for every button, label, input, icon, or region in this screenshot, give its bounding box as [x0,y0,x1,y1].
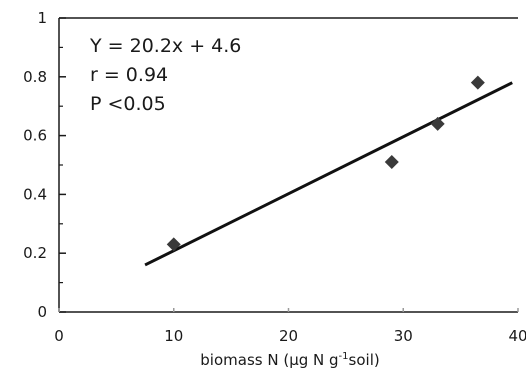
y-tick-label-4: 0.8 [23,68,47,86]
x-tick-labels: 0 10 20 30 40 [54,327,526,345]
data-point-1 [384,155,399,170]
y-tick-label-2: 0.4 [23,185,47,203]
y-tick-label-5: 1 [37,9,47,27]
data-point-3 [470,75,485,90]
data-point-2 [430,116,445,131]
annotation-p-value: P <0.05 [90,93,166,115]
annotations: Y = 20.2x + 4.6 r = 0.94 P <0.05 [89,35,241,115]
x-tick-label-4: 40 [508,327,526,345]
annotation-equation: Y = 20.2x + 4.6 [89,35,241,57]
y-tick-label-3: 0.6 [23,127,47,145]
data-points [166,75,485,252]
y-tick-labels: 0 0.2 0.4 0.6 0.8 1 [23,9,47,321]
x-axis-label-superscript: -1 [339,351,349,362]
annotation-r-value: r = 0.94 [90,64,168,86]
y-tick-label-0: 0 [37,303,47,321]
plot-axes [58,17,518,313]
x-tick-label-3: 30 [394,327,413,345]
x-axis-label: biomass N (µg N g-1soil) [200,351,379,369]
x-axis-label-main: biomass N (µg N g [200,351,338,369]
x-tick-label-2: 20 [279,327,298,345]
fit-line-group [144,81,513,267]
x-axis-label-tail: soil) [349,351,380,369]
y-tick-label-1: 0.2 [23,244,47,262]
data-point-0 [166,237,181,252]
axis-ticks [58,17,519,313]
x-tick-label-1: 10 [164,327,183,345]
fit-line [144,81,513,267]
x-tick-label-0: 0 [54,327,64,345]
